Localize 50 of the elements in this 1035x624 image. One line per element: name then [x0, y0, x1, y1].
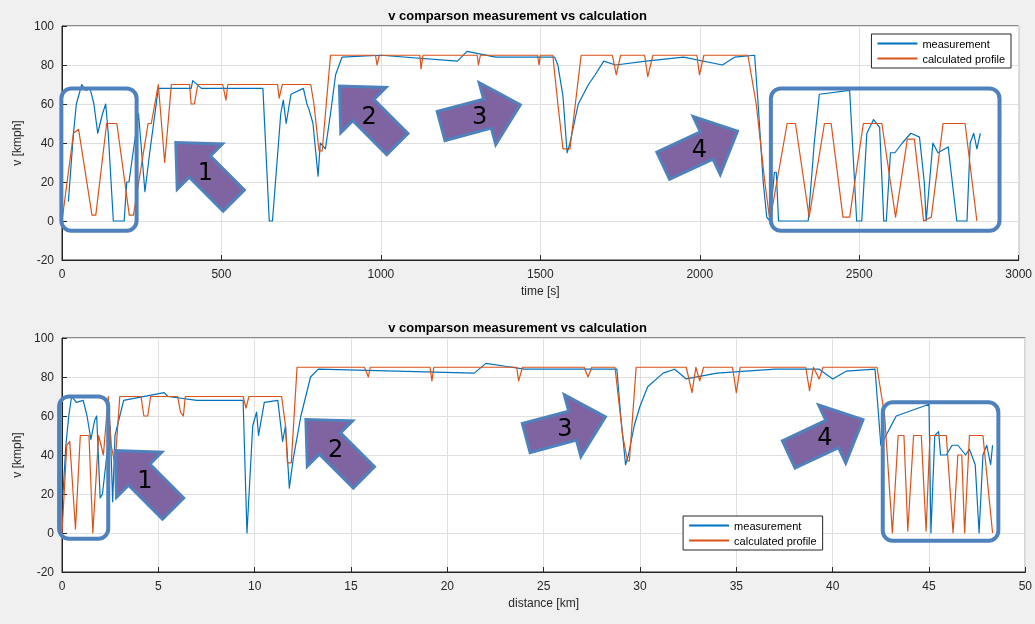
x-tick-label: 45 [922, 579, 936, 593]
chart-title: v comparson measurement vs calculation [388, 8, 647, 23]
y-tick-label: 100 [33, 331, 55, 345]
annotation: 4 [691, 134, 708, 163]
x-tick-label: 0 [58, 579, 66, 593]
x-tick-label: 5 [154, 579, 162, 593]
x-tick-label: 30 [633, 579, 647, 593]
annotation: 1 [197, 158, 214, 187]
annotation: 3 [472, 101, 488, 130]
y-tick-label: 20 [40, 487, 55, 501]
x-tick-label: 15 [344, 579, 358, 593]
x-tick-label: 40 [825, 579, 840, 593]
annotation: 4 [817, 423, 833, 452]
annotation: 2 [327, 435, 344, 464]
x-tick-label: 20 [440, 579, 455, 593]
x-axis-title: time [s] [520, 283, 560, 298]
x-tick-label: 2000 [686, 267, 714, 281]
y-tick-label: -20 [36, 253, 55, 267]
y-tick-label: 100 [33, 19, 55, 33]
annotation: 2 [361, 101, 377, 130]
y-tick-label: -20 [36, 565, 55, 579]
x-axis-title: distance [km] [508, 595, 580, 610]
x-tick-label: 35 [729, 579, 744, 593]
x-tick-label: 10 [247, 579, 262, 593]
x-tick-label: 2500 [845, 267, 873, 281]
y-axis-title: v [kmph] [10, 120, 25, 166]
y-tick-label: 80 [40, 58, 55, 72]
y-tick-label: 0 [47, 214, 55, 228]
y-tick-label: 40 [40, 448, 55, 462]
annotation: 1 [137, 466, 153, 495]
y-tick-label: 20 [40, 175, 55, 189]
y-tick-label: 80 [40, 370, 55, 384]
x-tick-label: 500 [211, 267, 232, 281]
y-tick-label: 60 [40, 97, 55, 111]
legend-label: calculated profile [734, 534, 817, 547]
x-tick-label: 1500 [526, 267, 554, 281]
annotation: 3 [557, 413, 573, 442]
y-axis-title: v [kmph] [10, 432, 25, 478]
x-tick-label: 50 [1018, 579, 1033, 593]
y-tick-label: 60 [40, 409, 55, 423]
x-tick-label: 0 [58, 267, 66, 281]
chart-title: v comparson measurement vs calculation [388, 320, 647, 335]
x-tick-label: 1000 [367, 267, 395, 281]
legend-label: calculated profile [922, 52, 1006, 65]
y-tick-label: 0 [47, 526, 55, 540]
legend-label: measurement [734, 519, 802, 532]
x-tick-label: 25 [536, 579, 551, 593]
x-tick-label: 3000 [1005, 267, 1033, 281]
y-tick-label: 40 [40, 136, 55, 150]
legend-label: measurement [922, 37, 990, 50]
